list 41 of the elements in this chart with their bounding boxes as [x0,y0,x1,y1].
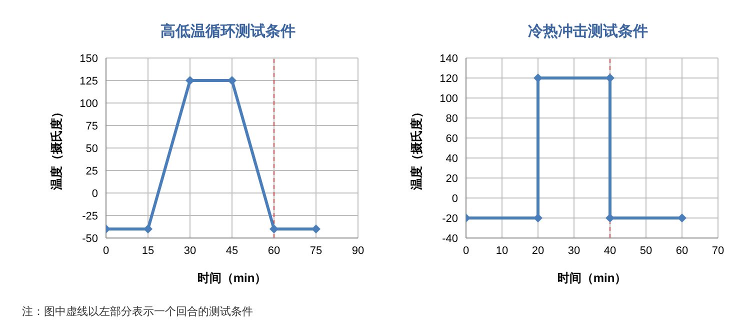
x-tick-label: 45 [226,244,238,257]
x-tick-label: 90 [352,244,364,257]
y-tick-label: 60 [446,132,458,145]
x-tick-label: 60 [676,244,688,257]
y-tick-label: 75 [86,120,98,132]
y-tick-label: 150 [80,52,98,65]
x-tick-label: 15 [142,244,154,257]
y-tick-label: -50 [82,232,98,245]
x-axis-title: 时间（min） [557,271,627,285]
y-tick-label: 25 [86,165,98,178]
y-tick-label: 40 [446,152,458,165]
x-tick-label: 30 [568,244,580,257]
y-tick-label: 80 [446,112,458,125]
x-tick-label: 30 [184,244,196,257]
y-axis-title: 温度（摄氏度） [409,106,424,191]
y-tick-label: -25 [82,210,98,222]
y-tick-label: 125 [80,75,98,88]
x-tick-label: 60 [268,244,280,257]
x-tick-label: 70 [712,244,724,257]
y-tick-label: -20 [442,212,458,225]
y-tick-label: 100 [440,92,458,105]
x-tick-label: 40 [604,244,616,257]
x-tick-label: 0 [102,244,110,257]
y-tick-label: 120 [440,72,458,85]
x-tick-label: 0 [462,244,470,257]
chart-title: 冷热冲击测试条件 [527,22,649,42]
y-tick-label: 20 [446,172,458,185]
x-tick-label: 75 [310,244,322,257]
y-axis-title: 温度（摄氏度） [49,106,64,191]
y-tick-label: 0 [452,192,458,205]
y-tick-label: -40 [442,232,458,245]
chart-title: 高低温循环测试条件 [160,22,296,42]
x-axis-title: 时间（min） [197,271,267,285]
x-tick-label: 20 [532,244,544,257]
y-tick-label: 50 [86,142,98,155]
x-tick-label: 50 [640,244,652,257]
y-tick-label: 140 [440,52,458,65]
y-tick-label: 100 [80,98,98,110]
y-tick-label: 0 [92,188,98,200]
text: 注：图中虚线以左部分表示一个回合的测试条件 [22,304,254,319]
x-tick-label: 10 [496,244,508,257]
